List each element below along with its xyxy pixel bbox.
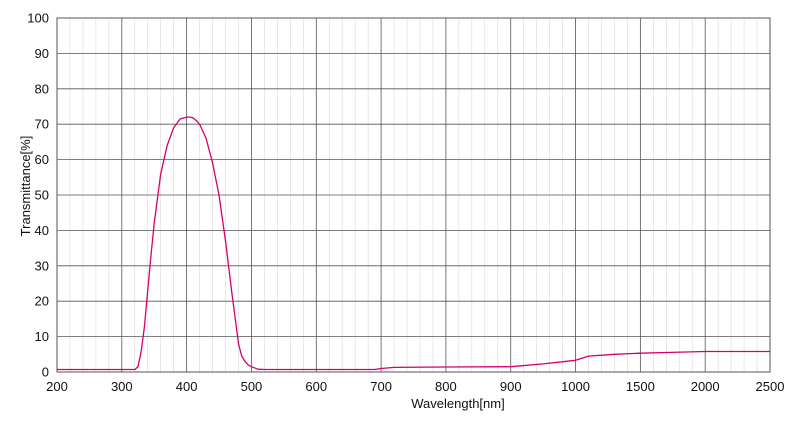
x-tick-labels: 200 300 400 500 600 700 800 900 1000 1500 2000 2500 bbox=[46, 379, 784, 394]
transmittance-line bbox=[57, 116, 770, 371]
x-tick-label: 800 bbox=[435, 379, 457, 394]
y-tick-label: 100 bbox=[27, 11, 49, 26]
y-tick-label: 20 bbox=[35, 294, 49, 309]
x-tick-label: 300 bbox=[111, 379, 133, 394]
x-tick-label: 900 bbox=[500, 379, 522, 394]
y-axis-title: Transmittance[%] bbox=[18, 136, 33, 237]
y-tick-label: 10 bbox=[35, 329, 49, 344]
y-tick-label: 50 bbox=[35, 188, 49, 203]
x-tick-label: 2500 bbox=[756, 379, 785, 394]
x-tick-label: 600 bbox=[305, 379, 327, 394]
x-tick-label: 500 bbox=[241, 379, 263, 394]
x-tick-label: 2000 bbox=[691, 379, 720, 394]
x-tick-label: 200 bbox=[46, 379, 68, 394]
y-tick-label: 0 bbox=[42, 365, 49, 380]
y-tick-label: 70 bbox=[35, 117, 49, 132]
x-tick-label: 700 bbox=[370, 379, 392, 394]
x-tick-label: 1500 bbox=[626, 379, 655, 394]
y-tick-label: 40 bbox=[35, 223, 49, 238]
plot-frame bbox=[56, 17, 771, 373]
x-tick-label: 400 bbox=[176, 379, 198, 394]
y-tick-label: 60 bbox=[35, 152, 49, 167]
x-tick-label: 1000 bbox=[561, 379, 590, 394]
y-tick-label: 90 bbox=[35, 46, 49, 61]
y-tick-label: 80 bbox=[35, 81, 49, 96]
y-tick-labels: 0 10 20 30 40 50 60 70 80 90 100 bbox=[27, 11, 49, 380]
x-axis-title: Wavelength[nm] bbox=[411, 396, 504, 411]
y-tick-label: 30 bbox=[35, 258, 49, 273]
